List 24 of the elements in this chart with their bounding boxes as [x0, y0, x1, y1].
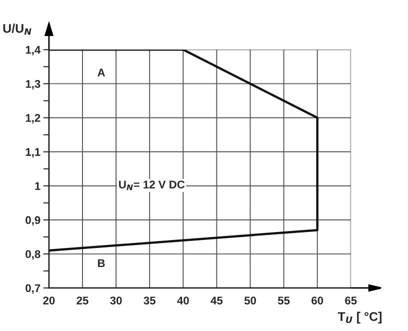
x-tick-label: 65 — [345, 296, 357, 304]
x-tick-label: 20 — [43, 296, 55, 304]
annotation: U$_{N}$= 12 V DC — [119, 180, 185, 190]
x-tick-label: 30 — [110, 296, 122, 304]
line-series — [48, 50, 318, 252]
y-tick-label: 1,1 — [26, 148, 40, 158]
y-tick-label: 0,7 — [26, 284, 40, 294]
y-tick-label: 1,4 — [26, 46, 41, 56]
x-axis-title: T$_{U}$ [ °C] — [338, 312, 382, 324]
x-tick-label: 40 — [177, 296, 189, 304]
x-tick-label: 35 — [144, 296, 156, 304]
y-axis-title: U/U$_{N}$ — [3, 24, 32, 35]
y-tick-label: 0,8 — [26, 250, 40, 260]
x-tick-label: 45 — [210, 296, 223, 304]
x-tick-label: 25 — [76, 296, 88, 304]
y-tick-label: 1 — [35, 182, 40, 190]
y-tick-label: 1,2 — [26, 114, 40, 124]
annotation: A — [98, 68, 105, 76]
y-tick-label: 0,9 — [26, 216, 40, 226]
x-tick-label: 50 — [244, 296, 256, 304]
x-tick-label: 60 — [312, 296, 324, 304]
x-tick-label: 55 — [278, 296, 290, 304]
annotation: B — [98, 259, 105, 268]
y-tick-label: 1,3 — [26, 80, 40, 90]
